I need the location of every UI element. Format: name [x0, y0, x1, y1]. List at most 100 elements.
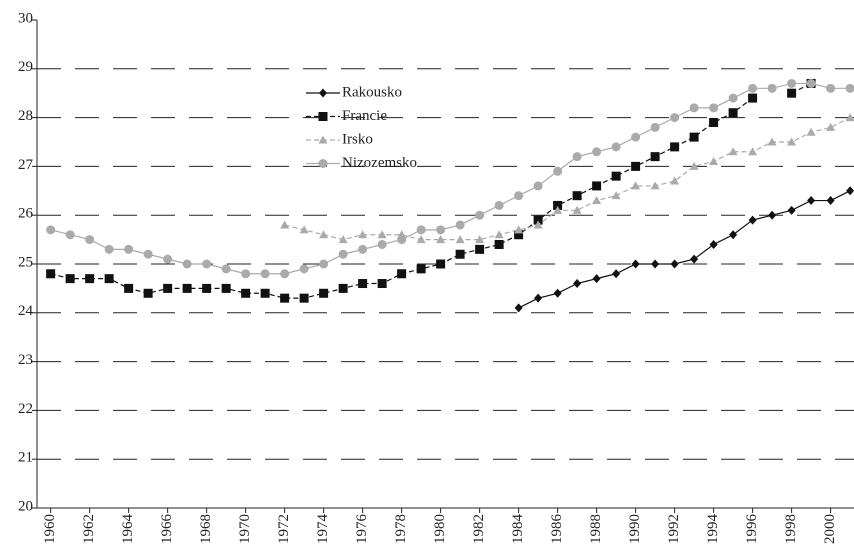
series-line: [518, 190, 851, 309]
series-line: [284, 117, 851, 241]
point: [358, 279, 368, 289]
point: [280, 269, 290, 279]
point: [592, 196, 602, 205]
point: [533, 181, 543, 191]
legend-marker: [318, 112, 328, 121]
point: [143, 249, 153, 259]
y-tick-label: 24: [18, 303, 34, 319]
point: [748, 215, 757, 225]
legend-label: Nizozemsko: [342, 155, 417, 171]
point: [85, 235, 95, 245]
point: [709, 117, 719, 127]
point: [631, 181, 641, 190]
x-tick-label: 1996: [744, 514, 760, 545]
y-tick-label: 25: [18, 254, 33, 270]
point: [514, 191, 524, 201]
point: [709, 103, 719, 113]
point: [748, 147, 758, 156]
point: [689, 132, 699, 142]
point: [377, 279, 387, 289]
point: [787, 205, 796, 215]
point: [182, 259, 192, 269]
point: [689, 161, 699, 170]
point: [241, 288, 251, 298]
point: [455, 220, 465, 230]
point: [689, 103, 699, 113]
x-tick-label: 1994: [705, 514, 721, 545]
legend-marker: [318, 159, 328, 168]
point: [104, 274, 114, 284]
point: [534, 293, 543, 303]
point: [299, 293, 309, 303]
point: [572, 191, 582, 201]
x-tick-label: 1998: [783, 514, 799, 544]
point: [475, 210, 485, 220]
point: [397, 235, 407, 245]
point: [221, 283, 231, 293]
point: [592, 274, 601, 284]
point: [729, 230, 738, 240]
point: [319, 288, 329, 298]
y-tick-label: 23: [18, 352, 33, 368]
point: [709, 157, 719, 166]
point: [807, 196, 816, 206]
point: [826, 122, 836, 131]
point: [163, 283, 173, 293]
point: [670, 142, 680, 152]
point: [124, 244, 134, 254]
point: [494, 230, 504, 239]
legend-marker: [319, 88, 327, 98]
x-tick-label: 1976: [354, 514, 370, 545]
point: [592, 147, 602, 157]
point: [85, 274, 95, 284]
point: [806, 127, 816, 136]
point: [46, 269, 56, 279]
point: [436, 225, 446, 235]
point: [241, 269, 251, 279]
x-tick-label: 1978: [393, 514, 409, 544]
point: [514, 225, 524, 234]
point: [280, 220, 290, 229]
x-tick-label: 1960: [42, 514, 58, 544]
point: [358, 244, 368, 254]
point: [377, 239, 387, 249]
point: [572, 152, 582, 162]
point: [494, 200, 504, 210]
point: [651, 259, 660, 269]
point: [553, 288, 562, 298]
point: [553, 205, 563, 214]
y-tick-label: 26: [18, 206, 34, 222]
y-tick-label: 29: [18, 59, 33, 75]
point: [612, 269, 621, 279]
point: [202, 283, 212, 293]
point: [104, 244, 114, 254]
point: [338, 249, 348, 259]
point: [436, 259, 446, 269]
point: [748, 93, 758, 103]
point: [787, 88, 797, 98]
legend-label: Irsko: [342, 131, 373, 147]
point: [553, 166, 563, 176]
point: [533, 220, 543, 229]
point: [182, 283, 192, 293]
point: [319, 230, 329, 239]
point: [670, 259, 679, 269]
point: [338, 235, 348, 244]
point: [806, 78, 816, 88]
y-tick-label: 22: [18, 401, 33, 417]
point: [845, 113, 854, 122]
point: [670, 176, 680, 185]
point: [650, 152, 660, 162]
point: [475, 235, 485, 244]
point: [416, 225, 426, 235]
point: [163, 254, 173, 264]
x-tick-label: 1982: [471, 514, 487, 544]
point: [728, 147, 738, 156]
point: [631, 132, 641, 142]
point: [826, 196, 835, 206]
point: [748, 83, 758, 93]
point: [455, 249, 465, 259]
series-line: [50, 82, 812, 299]
point: [631, 259, 640, 269]
